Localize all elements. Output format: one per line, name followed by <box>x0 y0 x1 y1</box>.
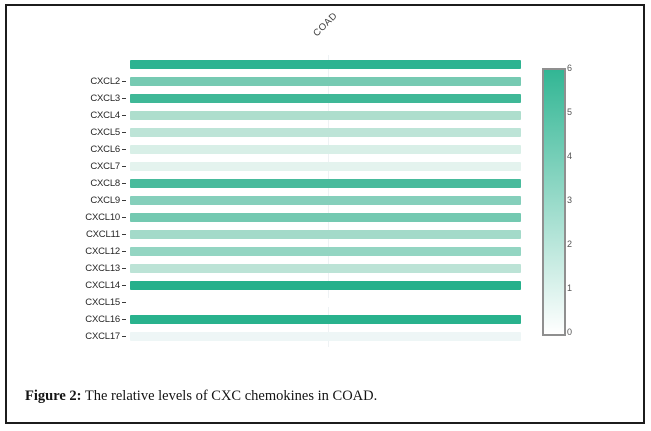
heatmap-cell <box>130 162 521 171</box>
caption-label: Figure 2: <box>25 388 82 404</box>
heatmap-row: CXCL3 <box>0 90 651 107</box>
heatmap-row: CXCL8 <box>0 175 651 192</box>
row-tick-mark <box>122 115 126 116</box>
heatmap-cell <box>130 281 521 290</box>
row-label: CXCL12 <box>85 246 120 257</box>
row-label: CXCL4 <box>90 110 120 121</box>
row-label: CXCL17 <box>85 331 120 342</box>
colorbar-tick-label: 5 <box>567 107 573 117</box>
heatmap-row: CXCL14 <box>0 277 651 294</box>
row-label: CXCL2 <box>90 76 120 87</box>
column-header-coad: COAD <box>311 10 340 39</box>
row-tick-mark <box>122 234 126 235</box>
row-tick-mark <box>122 319 126 320</box>
row-tick-mark <box>122 302 126 303</box>
row-tick-mark <box>122 336 126 337</box>
row-label: CXCL15 <box>85 297 120 308</box>
row-label: CXCL11 <box>85 229 120 240</box>
heatmap-row: CXCL6 <box>0 141 651 158</box>
heatmap-row: CXCL5 <box>0 124 651 141</box>
colorbar-tick-label: 0 <box>567 327 573 337</box>
heatmap-row: CXCL4 <box>0 107 651 124</box>
heatmap-row: CXCL13 <box>0 260 651 277</box>
heatmap-row: CXCL16 <box>0 311 651 328</box>
row-tick-mark <box>122 81 126 82</box>
heatmap-row: CXCL11 <box>0 226 651 243</box>
heatmap-row: CXCL15 <box>0 294 651 311</box>
figure-caption: Figure 2: The relative levels of CXC che… <box>25 388 585 405</box>
row-tick-mark <box>122 149 126 150</box>
row-tick-mark <box>122 183 126 184</box>
heatmap-cell <box>130 111 521 120</box>
heatmap-cell <box>130 298 521 307</box>
row-label: CXCL16 <box>85 314 120 325</box>
heatmap-cell <box>130 94 521 103</box>
row-tick-mark <box>122 132 126 133</box>
row-tick-mark <box>122 285 126 286</box>
heatmap-cell <box>130 264 521 273</box>
colorbar-tick-label: 1 <box>567 283 573 293</box>
row-label: CXCL7 <box>90 161 120 172</box>
heatmap-row: CXCL9 <box>0 192 651 209</box>
heatmap-cell <box>130 128 521 137</box>
heatmap-row: CXCL2 <box>0 73 651 90</box>
colorbar-tick-label: 2 <box>567 239 573 249</box>
heatmap-row: CXCL12 <box>0 243 651 260</box>
row-tick-mark <box>122 200 126 201</box>
row-label: CXCL13 <box>85 263 120 274</box>
row-tick-mark <box>122 251 126 252</box>
row-label: CXCL9 <box>90 195 120 206</box>
colorbar-tick-label: 6 <box>567 63 573 73</box>
row-tick-mark <box>122 166 126 167</box>
row-label: CXCL6 <box>90 144 120 155</box>
heatmap-cell <box>130 77 521 86</box>
heatmap-cell <box>130 230 521 239</box>
heatmap-row: CXCL10 <box>0 209 651 226</box>
heatmap-cell <box>130 179 521 188</box>
colorbar <box>542 68 566 336</box>
heatmap-cell <box>130 60 521 69</box>
row-tick-mark <box>122 98 126 99</box>
row-tick-mark <box>122 268 126 269</box>
row-label: CXCL8 <box>90 178 120 189</box>
row-label: CXCL3 <box>90 93 120 104</box>
heatmap-row: CXCL17 <box>0 328 651 345</box>
heatmap-cell <box>130 315 521 324</box>
heatmap-cell <box>130 247 521 256</box>
row-label: CXCL5 <box>90 127 120 138</box>
caption-text: The relative levels of CXC chemokines in… <box>81 388 378 404</box>
row-label: CXCL10 <box>85 212 120 223</box>
heatmap-cell <box>130 145 521 154</box>
heatmap-row: CXCL7 <box>0 158 651 175</box>
colorbar-tick-label: 3 <box>567 195 573 205</box>
colorbar-tick-label: 4 <box>567 151 573 161</box>
heatmap-row <box>0 56 651 73</box>
row-tick-mark <box>122 217 126 218</box>
heatmap-cell <box>130 332 521 341</box>
heatmap-cell <box>130 213 521 222</box>
heatmap-cell <box>130 196 521 205</box>
row-label: CXCL14 <box>85 280 120 291</box>
